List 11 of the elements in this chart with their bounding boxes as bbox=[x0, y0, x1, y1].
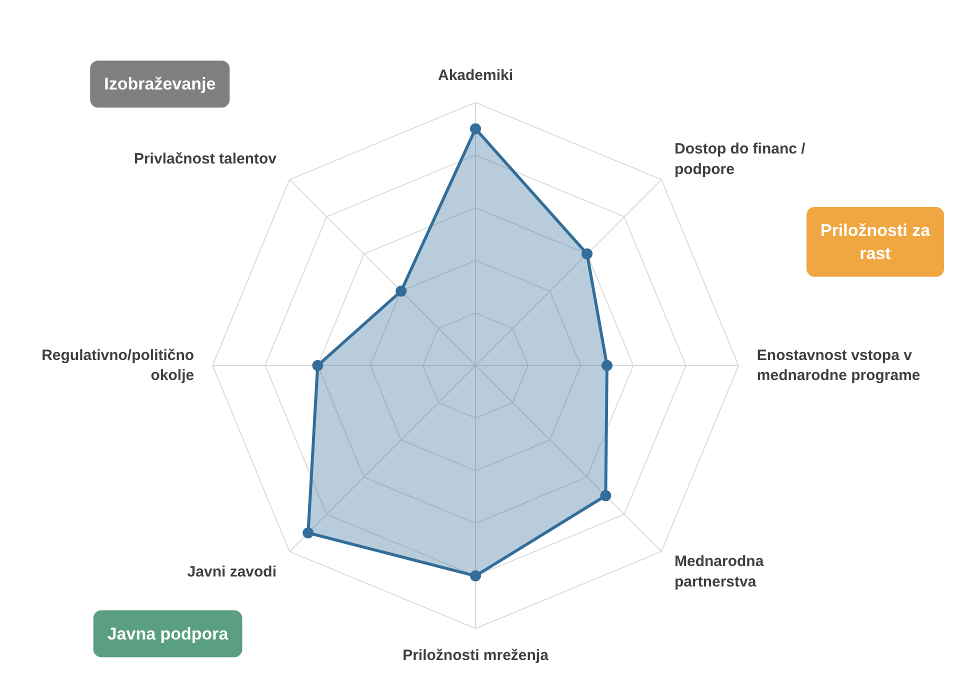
spoke-label: Akademiki bbox=[438, 67, 514, 84]
spoke-label: Regulativno/politično okolje bbox=[42, 346, 194, 384]
text: Izobraževanje bbox=[104, 74, 216, 94]
spoke-label: Priložnosti mreženja bbox=[402, 646, 550, 664]
spoke-label: Privlačnost talentov bbox=[134, 150, 278, 168]
text: Javna podpora bbox=[107, 624, 229, 644]
text: Priložnosti za rast bbox=[820, 220, 931, 263]
spoke-label: Enostavnost vstopa v mednarodne programe bbox=[756, 346, 920, 384]
spoke-label: Javni zavodi bbox=[187, 563, 277, 580]
spoke-label: Dostop do financ / podpore bbox=[674, 140, 806, 178]
spoke-label: Mednarodna partnerstva bbox=[674, 553, 764, 591]
